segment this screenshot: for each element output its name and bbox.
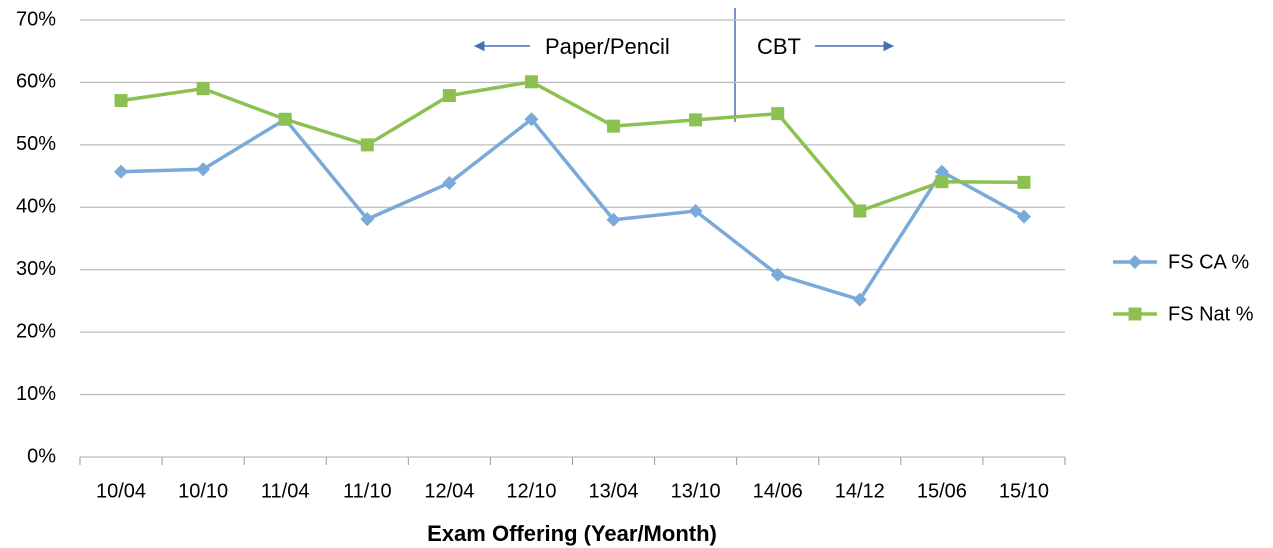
x-tick-label: 14/12: [835, 480, 885, 502]
marker: [196, 82, 210, 96]
marker: [442, 89, 456, 103]
marker: [771, 107, 785, 121]
marker: [1128, 307, 1142, 321]
series-line: [120, 79, 1024, 214]
y-tick-label: 0%: [27, 445, 56, 467]
marker: [935, 175, 949, 189]
x-tick-label: 13/10: [671, 480, 721, 502]
y-tick-label: 10%: [16, 383, 56, 405]
x-tick-label: 14/06: [753, 480, 803, 502]
marker: [606, 212, 621, 227]
x-tick-label: 10/10: [178, 480, 228, 502]
marker: [852, 292, 867, 307]
x-tick-label: 11/04: [261, 480, 310, 502]
marker: [442, 175, 457, 190]
marker: [360, 212, 375, 227]
marker: [853, 204, 867, 218]
x-tick-label: 15/06: [917, 480, 967, 502]
marker: [689, 113, 703, 127]
y-tick-label: 30%: [16, 258, 56, 280]
marker: [1016, 209, 1031, 224]
y-tick-label: 50%: [16, 133, 56, 155]
legend-label: FS CA %: [1168, 251, 1249, 273]
y-tick-label: 70%: [16, 8, 56, 30]
marker: [1017, 175, 1031, 189]
y-tick-label: 60%: [16, 71, 56, 93]
annotation: CBT: [757, 34, 801, 59]
series-line: [120, 116, 1025, 302]
x-tick-label: 12/10: [506, 480, 556, 502]
marker: [524, 75, 538, 89]
marker: [360, 138, 374, 152]
marker: [196, 162, 211, 177]
x-tick-label: 11/10: [343, 480, 392, 502]
x-tick-label: 15/10: [999, 480, 1049, 502]
marker: [114, 94, 128, 108]
marker: [278, 112, 292, 126]
x-tick-label: 12/04: [424, 480, 474, 502]
marker: [607, 119, 621, 133]
marker: [688, 204, 703, 219]
y-tick-label: 40%: [16, 196, 56, 218]
legend-label: FS Nat %: [1168, 303, 1254, 325]
marker: [1128, 255, 1142, 269]
x-axis-label: Exam Offering (Year/Month): [427, 521, 717, 546]
marker: [114, 164, 129, 179]
marker: [770, 267, 785, 282]
annotation: Paper/Pencil: [545, 34, 670, 59]
y-tick-label: 20%: [16, 320, 56, 342]
marker: [524, 112, 539, 127]
x-tick-label: 10/04: [96, 480, 146, 502]
x-tick-label: 13/04: [589, 480, 639, 502]
